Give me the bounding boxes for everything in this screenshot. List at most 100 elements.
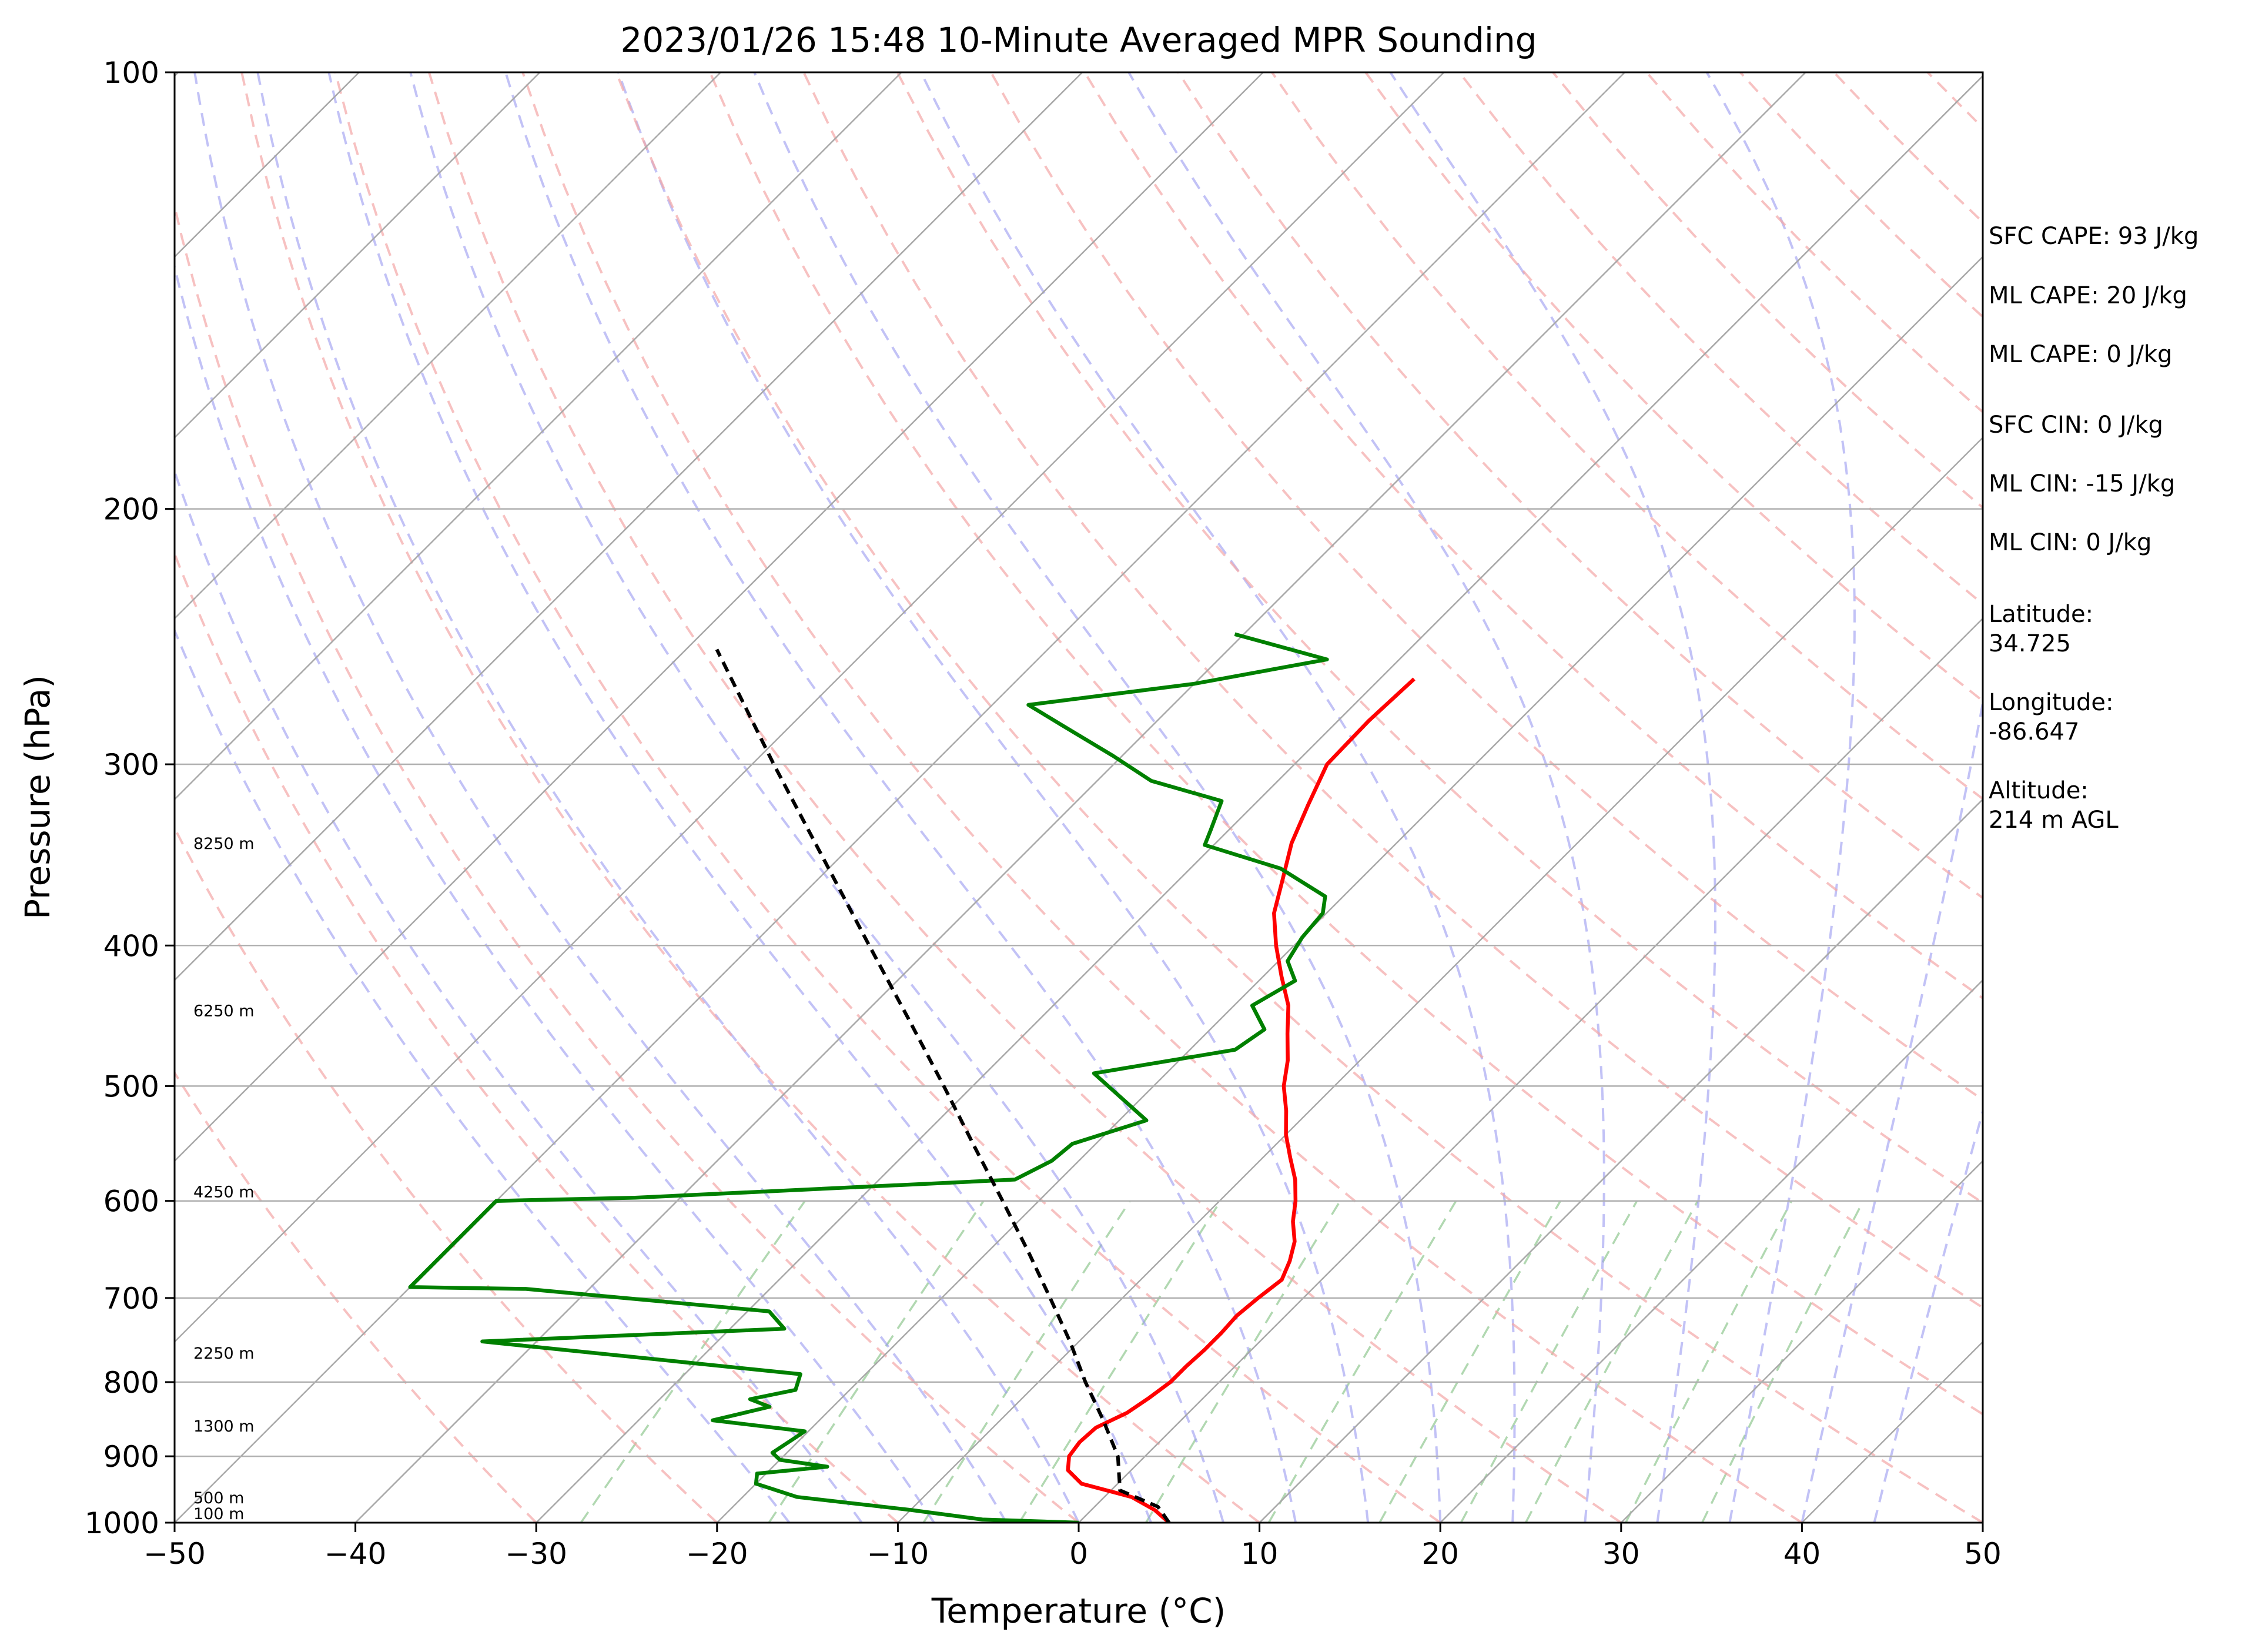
y-tick-label: 200 [103, 493, 159, 527]
dry-adiabat-line [175, 550, 899, 1523]
mixing-ratio-line [1145, 1200, 1341, 1523]
y-axis-label: Pressure (hPa) [18, 675, 58, 919]
moist-adiabat-line [409, 72, 1225, 1523]
x-axis-label: Temperature (°C) [931, 1591, 1226, 1631]
x-tick-label: −30 [505, 1537, 567, 1571]
dry-adiabat-line [896, 72, 1983, 1205]
ml-cin-text-2: ML CIN: 0 J/kg [1989, 529, 2151, 556]
x-tick-label: 30 [1602, 1537, 1640, 1571]
moist-adiabat-line [1127, 72, 1605, 1523]
isotherm-line [536, 75, 1983, 1523]
moist-adiabat-line [256, 72, 1080, 1523]
moist-adiabat-line [753, 72, 1442, 1523]
moist-adiabat-line [617, 72, 1370, 1523]
height-label: 6250 m [193, 1002, 255, 1020]
isotherm-line [175, 72, 902, 801]
chart-title: 2023/01/26 15:48 10-Minute Averaged MPR … [620, 20, 1537, 60]
moist-adiabat-line [1389, 72, 1716, 1523]
isotherm-line [175, 72, 1083, 981]
latitude-value: 34.725 [1989, 630, 2071, 657]
ml-cape-text-1: ML CAPE: 20 J/kg [1989, 282, 2187, 309]
x-tick-label: 10 [1241, 1537, 1279, 1571]
dry-adiabat-line [802, 72, 1983, 1309]
height-label: 4250 m [193, 1183, 255, 1202]
series-layer [408, 632, 1416, 1523]
mixing-ratio-line [768, 1200, 985, 1523]
ml-cape-text-2: ML CAPE: 0 J/kg [1989, 341, 2172, 368]
dry-adiabat-line [1083, 72, 1983, 1000]
height-label: 500 m [193, 1489, 244, 1507]
isotherm-line [175, 72, 541, 439]
dry-adiabat-line [175, 825, 718, 1523]
y-tick-label: 1000 [85, 1506, 159, 1540]
x-tick-label: −10 [867, 1537, 929, 1571]
skewt-guides [175, 72, 1983, 1523]
x-tick-label: 50 [1964, 1537, 2002, 1571]
dry-adiabat-line [427, 72, 1622, 1523]
y-axis-ticks: 1000 900 800 700 600 500 400 300 200 100 [85, 56, 175, 1540]
dry-adiabat-line [1271, 72, 1983, 801]
height-label: 2250 m [193, 1345, 255, 1363]
x-tick-label: −20 [686, 1537, 748, 1571]
y-tick-label: 900 [103, 1440, 159, 1474]
isotherm-line [175, 72, 721, 620]
dry-adiabat-line [708, 72, 1983, 1416]
isotherm-line [175, 72, 1264, 1162]
dry-adiabat-line [990, 72, 1983, 1102]
longitude-value: -86.647 [1989, 718, 2079, 745]
isotherm-line [1259, 798, 1983, 1523]
isobars [175, 72, 1983, 1523]
dry-adiabat-line [615, 72, 1983, 1523]
mixing-ratio-line [1267, 1200, 1457, 1523]
altitude-label: Altitude: [1989, 777, 2089, 804]
isotherm-line [354, 72, 1806, 1523]
moist-adiabat-line [175, 627, 791, 1523]
moist-adiabat-line [1873, 1107, 1983, 1523]
altitude-value: 214 m AGL [1989, 807, 2119, 834]
height-label: 8250 m [193, 835, 255, 853]
sfc-cin-text: SFC CIN: 0 J/kg [1989, 412, 2163, 439]
moist-adiabat-line [193, 72, 1008, 1523]
moist-adiabat-line [1705, 72, 1856, 1523]
isotherm-line [1620, 1160, 1983, 1523]
y-tick-label: 700 [103, 1282, 159, 1316]
y-tick-label: 500 [103, 1069, 159, 1103]
dry-adiabat-line [175, 201, 1080, 1523]
x-tick-label: 40 [1783, 1537, 1821, 1571]
isotherm-line [1440, 979, 1983, 1523]
isotherm-line [716, 256, 1983, 1523]
moist-adiabat-line [504, 72, 1297, 1523]
isotherm-line [175, 72, 1445, 1343]
dry-adiabat-line [240, 72, 1260, 1523]
mixing-ratio-line [1018, 1200, 1222, 1523]
moist-adiabat-line [327, 72, 1152, 1523]
isotherms [175, 72, 1983, 1523]
dry-adiabat-line [334, 72, 1441, 1523]
moist-adiabat-line [1801, 697, 1983, 1523]
height-label: 100 m [193, 1505, 244, 1523]
side-panel: SFC CAPE: 93 J/kg ML CAPE: 20 J/kg ML CA… [1989, 223, 2199, 834]
height-label: 1300 m [193, 1417, 255, 1436]
series-line-0 [1066, 677, 1416, 1523]
x-tick-label: 20 [1421, 1537, 1459, 1571]
y-tick-label: 800 [103, 1366, 159, 1400]
latitude-label: Latitude: [1989, 601, 2093, 628]
x-tick-label: 0 [1069, 1537, 1088, 1571]
y-tick-label: 400 [103, 929, 159, 963]
ml-cin-text-1: ML CIN: -15 J/kg [1989, 470, 2175, 497]
mixing-ratio-line [922, 1200, 1131, 1523]
isotherm-line [1078, 617, 1983, 1523]
x-tick-label: −40 [324, 1537, 387, 1571]
y-tick-label: 600 [103, 1185, 159, 1219]
isotherm-line [897, 436, 1983, 1523]
longitude-label: Longitude: [1989, 689, 2113, 716]
x-tick-label: −50 [143, 1537, 206, 1571]
sfc-cape-text: SFC CAPE: 93 J/kg [1989, 223, 2199, 250]
y-tick-label: 300 [103, 748, 159, 782]
series-line-1 [408, 632, 1329, 1523]
dry-adiabat-line [175, 1071, 537, 1523]
y-tick-label: 100 [103, 56, 159, 90]
x-axis-ticks: −50 −40 −30 −20 −10 0 10 20 30 40 50 [143, 1523, 2002, 1571]
